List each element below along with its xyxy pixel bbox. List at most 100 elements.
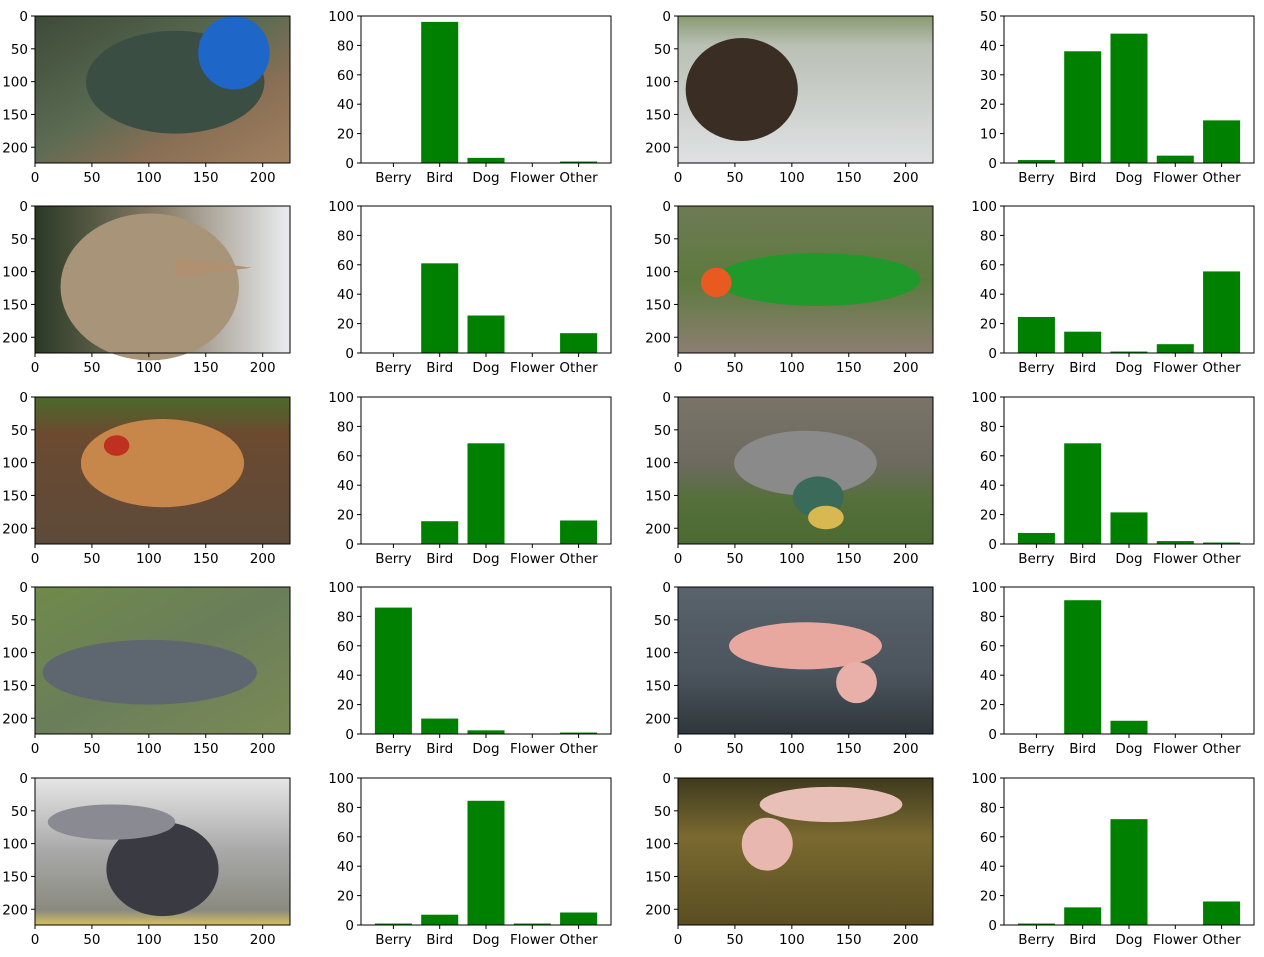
y-tick-label: 0 <box>19 771 28 787</box>
category-label: Berry <box>375 170 411 186</box>
y-tick-label: 50 <box>654 42 671 58</box>
y-tick-label: 0 <box>662 580 671 596</box>
y-tick-label: 40 <box>337 287 354 303</box>
y-tick-label: 100 <box>2 837 28 853</box>
x-tick-label: 200 <box>893 551 919 567</box>
y-tick-label: 10 <box>980 127 997 143</box>
image-frame <box>34 586 291 735</box>
y-tick-label: 0 <box>19 390 28 406</box>
bar-other <box>560 520 598 544</box>
bar-flower <box>513 923 551 925</box>
category-label: Other <box>1202 170 1241 186</box>
y-tick-label: 80 <box>337 228 354 244</box>
y-tick-label: 150 <box>2 678 28 694</box>
y-tick-label: 0 <box>662 390 671 406</box>
image-frame <box>34 777 291 926</box>
x-tick-label: 100 <box>779 360 805 376</box>
x-tick-label: 0 <box>674 741 683 757</box>
pigeon-body <box>42 639 257 705</box>
category-label: Bird <box>1069 741 1096 757</box>
bar-bird <box>421 718 459 734</box>
category-label: Dog <box>1115 932 1142 948</box>
x-tick-label: 0 <box>674 932 683 948</box>
x-tick-label: 0 <box>674 551 683 567</box>
category-label: Flower <box>1153 551 1198 567</box>
y-tick-label: 40 <box>980 478 997 494</box>
x-tick-label: 200 <box>893 360 919 376</box>
x-tick-label: 50 <box>726 170 743 186</box>
y-tick-label: 150 <box>2 869 28 885</box>
chicken-comb <box>103 435 130 456</box>
x-tick-label: 200 <box>250 741 276 757</box>
category-label: Dog <box>1115 551 1142 567</box>
bar-chart: Berry Bird Dog Flower Other 0 20 40 60 80 100 <box>971 390 1255 567</box>
y-tick-label: 20 <box>337 889 354 905</box>
bar-chart: Berry Bird Dog Flower Other 0 20 40 60 80 100 <box>328 199 612 376</box>
x-tick-label: 50 <box>726 551 743 567</box>
y-tick-label: 20 <box>337 698 354 714</box>
y-tick-label: 60 <box>337 258 354 274</box>
category-label: Bird <box>1069 360 1096 376</box>
x-tick-label: 100 <box>779 551 805 567</box>
category-label: Dog <box>1115 360 1142 376</box>
y-tick-label: 150 <box>645 107 671 123</box>
x-tick-label: 150 <box>836 360 862 376</box>
y-tick-label: 80 <box>337 38 354 54</box>
x-tick-label: 200 <box>250 360 276 376</box>
x-tick-label: 200 <box>893 932 919 948</box>
y-tick-label: 50 <box>11 42 28 58</box>
bar-flower <box>1156 541 1194 544</box>
x-tick-label: 50 <box>83 932 100 948</box>
peacock-neck <box>198 16 270 90</box>
y-tick-label: 200 <box>645 521 671 537</box>
y-tick-label: 50 <box>11 613 28 629</box>
category-label: Other <box>559 932 598 948</box>
bar-chart: Berry Bird Dog Flower Other 0 20 40 60 80 100 <box>328 390 612 567</box>
y-tick-label: 20 <box>980 889 997 905</box>
bar-bird <box>1064 443 1102 544</box>
y-tick-label: 20 <box>337 127 354 143</box>
category-label: Flower <box>1153 741 1198 757</box>
y-tick-label: 60 <box>337 639 354 655</box>
y-tick-label: 100 <box>645 75 671 91</box>
category-label: Other <box>559 741 598 757</box>
y-tick-label: 50 <box>11 232 28 248</box>
bar-chart: Berry Bird Dog Flower Other 0 20 40 60 80 100 <box>328 9 612 186</box>
x-tick-label: 0 <box>31 551 40 567</box>
y-tick-label: 100 <box>2 75 28 91</box>
y-tick-label: 60 <box>337 449 354 465</box>
flamingo-head <box>836 661 877 704</box>
y-tick-label: 200 <box>645 902 671 918</box>
bar-flower <box>1156 344 1194 353</box>
bar-chart: Berry Bird Dog Flower Other 0 20 40 60 80 100 <box>971 199 1255 376</box>
y-tick-label: 20 <box>980 698 997 714</box>
x-tick-label: 100 <box>779 741 805 757</box>
y-tick-label: 0 <box>345 156 354 172</box>
x-tick-label: 50 <box>83 170 100 186</box>
x-tick-label: 0 <box>674 360 683 376</box>
category-label: Berry <box>1018 932 1054 948</box>
bar-other <box>1203 542 1241 544</box>
category-label: Berry <box>1018 360 1054 376</box>
y-tick-label: 100 <box>971 199 997 215</box>
y-tick-label: 40 <box>337 668 354 684</box>
bar-chart: Berry Bird Dog Flower Other 0 10 20 30 40 50 <box>980 9 1255 186</box>
y-tick-label: 40 <box>980 38 997 54</box>
y-tick-label: 200 <box>2 330 28 346</box>
y-tick-label: 0 <box>662 771 671 787</box>
y-tick-label: 0 <box>988 918 997 934</box>
bar-dog <box>1110 33 1148 163</box>
bar-berry <box>1017 160 1055 163</box>
category-label: Flower <box>1153 932 1198 948</box>
duck-bill <box>808 505 844 530</box>
y-tick-label: 60 <box>337 68 354 84</box>
